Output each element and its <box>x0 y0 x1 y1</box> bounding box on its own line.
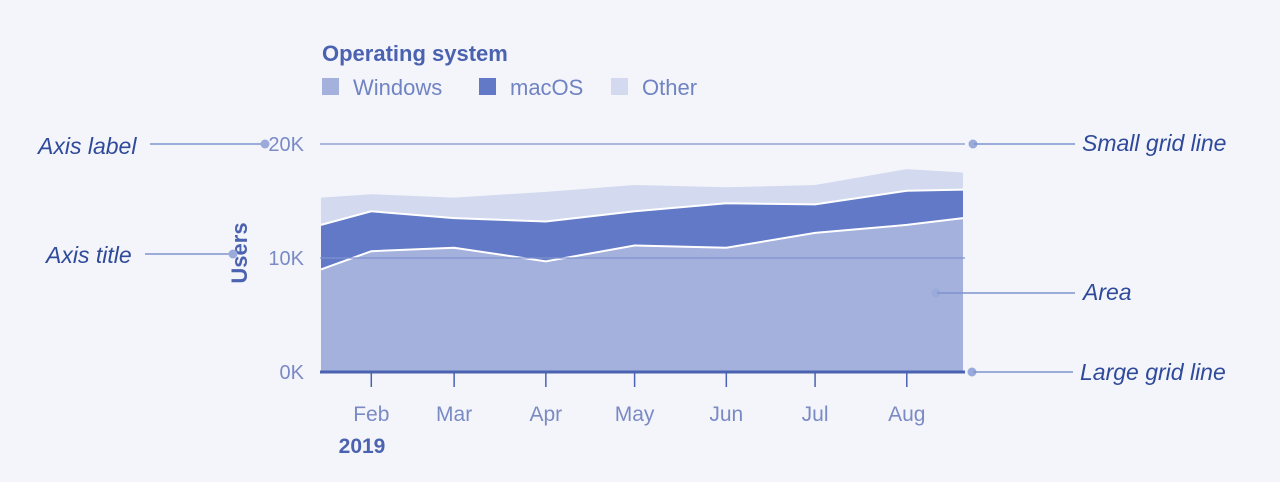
area-macos <box>321 189 963 270</box>
callout-area-text: Area <box>1081 279 1132 305</box>
callout-large-grid-dot <box>967 367 977 377</box>
callout-axis-title-dot <box>228 249 238 259</box>
callout-large-grid-text: Large grid line <box>1080 359 1226 385</box>
area-windows <box>321 218 963 372</box>
y-tick-20k: 20K <box>268 134 304 156</box>
callout-small-grid-text: Small grid line <box>1082 130 1226 156</box>
legend-swatch-other <box>611 78 628 95</box>
area-boundary-windows <box>320 217 964 271</box>
y-tick-10k: 10K <box>268 248 304 270</box>
legend-swatch-windows <box>322 78 339 95</box>
x-tick-label-feb: Feb <box>353 403 389 426</box>
callout-axis-label-dot <box>260 139 270 149</box>
y-tick-0k: 0K <box>280 362 305 384</box>
area-boundary-macos <box>320 188 964 226</box>
x-tick-label-may: May <box>615 403 655 426</box>
legend-label-macos: macOS <box>510 75 583 100</box>
x-axis-year-label: 2019 <box>339 435 386 458</box>
x-axis-ticks: Feb Mar Apr May Jun Jul Aug <box>353 373 925 426</box>
x-tick-label-jun: Jun <box>709 403 743 426</box>
callouts: Axis label Axis title Small grid line Ar… <box>36 130 1226 385</box>
legend-label-windows: Windows <box>353 75 442 100</box>
callout-axis-title: Axis title <box>44 242 132 268</box>
callout-small-grid-dot <box>968 139 978 149</box>
x-tick-label-mar: Mar <box>436 403 472 426</box>
x-tick-label-apr: Apr <box>530 403 563 426</box>
area-layers <box>320 169 964 372</box>
legend-swatch-macos <box>479 78 496 95</box>
area-other <box>321 169 963 225</box>
legend: Operating system Windows macOS Other <box>322 41 697 100</box>
x-tick-label-jul: Jul <box>802 403 829 426</box>
callout-axis-label: Axis label <box>36 133 137 159</box>
x-tick-label-aug: Aug <box>888 403 925 426</box>
legend-label-other: Other <box>642 75 697 100</box>
legend-title: Operating system <box>322 41 508 66</box>
callout-area-dot <box>931 288 941 298</box>
